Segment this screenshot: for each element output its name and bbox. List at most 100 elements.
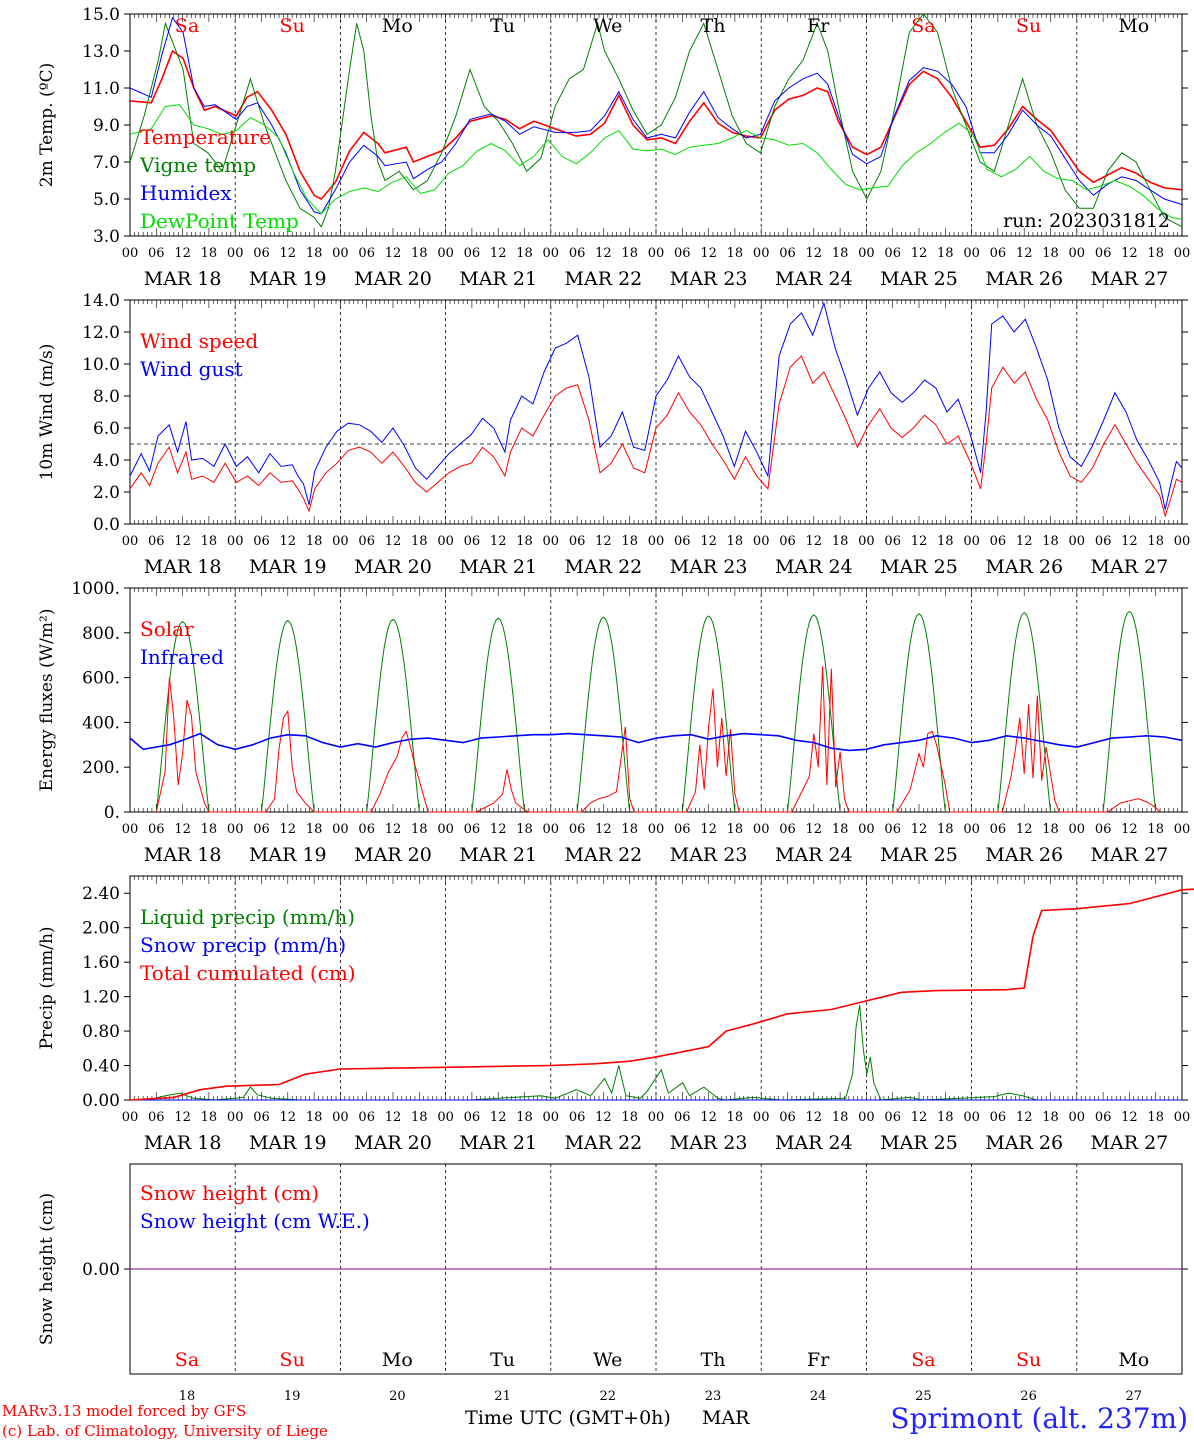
series-line-dewpoint-temp — [129, 104, 1183, 220]
hour-tick-label: 06 — [464, 246, 481, 261]
hour-tick-label: 06 — [358, 1110, 375, 1125]
hour-tick-label: 00 — [963, 1110, 980, 1125]
hour-tick-label: 18 — [411, 1110, 428, 1125]
hour-tick-label: 18 — [1147, 822, 1164, 837]
hour-tick-label: 12 — [595, 822, 612, 837]
hour-tick-label: 06 — [779, 822, 796, 837]
weekday-label: We — [593, 15, 622, 37]
month-label: MAR — [702, 1407, 750, 1429]
hour-tick-label: 12 — [280, 1110, 297, 1125]
date-label: MAR 25 — [880, 844, 958, 866]
toa-solar-curve — [681, 615, 736, 813]
hour-tick-label: 06 — [674, 1110, 691, 1125]
date-label: MAR 21 — [459, 268, 537, 290]
hour-tick-label: 00 — [332, 246, 349, 261]
day-number-label: 21 — [494, 1389, 511, 1404]
hour-tick-label: 18 — [832, 534, 849, 549]
weekday-label: Sa — [911, 15, 935, 37]
date-label: MAR 19 — [249, 268, 327, 290]
hour-tick-label: 18 — [727, 534, 744, 549]
hour-tick-label: 12 — [911, 246, 928, 261]
y-axis-label: Precip (mm/h) — [37, 926, 57, 1049]
hour-tick-label: 00 — [1069, 1110, 1086, 1125]
hour-tick-label: 12 — [806, 822, 823, 837]
date-label: MAR 21 — [459, 844, 537, 866]
hour-tick-label: 18 — [306, 1110, 323, 1125]
hour-tick-label: 06 — [464, 822, 481, 837]
toa-solar-curve — [155, 620, 210, 813]
weekday-label: Su — [1016, 15, 1041, 37]
hour-tick-label: 00 — [122, 822, 139, 837]
hour-tick-label: 18 — [306, 822, 323, 837]
hour-tick-label: 00 — [648, 822, 665, 837]
hour-tick-label: 06 — [884, 534, 901, 549]
series-line-wind-gust — [129, 301, 1183, 510]
y-tick-label: 0.0 — [93, 515, 120, 535]
hour-tick-label: 18 — [1147, 1110, 1164, 1125]
date-label: MAR 20 — [354, 268, 432, 290]
hour-tick-label: 18 — [832, 822, 849, 837]
hour-tick-label: 12 — [700, 534, 717, 549]
hour-tick-label: 12 — [280, 246, 297, 261]
date-label: MAR 23 — [670, 268, 748, 290]
hour-tick-label: 00 — [332, 534, 349, 549]
y-tick-label: 0.00 — [82, 1260, 120, 1280]
weekday-label: Su — [1016, 1349, 1041, 1371]
hour-tick-label: 00 — [753, 246, 770, 261]
weekday-label: Mo — [382, 1349, 413, 1371]
hour-tick-label: 06 — [674, 822, 691, 837]
y-tick-label: 9.0 — [93, 116, 120, 136]
hour-tick-label: 12 — [1016, 534, 1033, 549]
series-line-temperature — [129, 49, 1183, 201]
hour-tick-label: 18 — [516, 822, 533, 837]
hour-tick-label: 12 — [700, 822, 717, 837]
hour-tick-label: 12 — [385, 246, 402, 261]
series-line-wind-speed — [129, 355, 1183, 518]
hour-tick-label: 12 — [385, 1110, 402, 1125]
y-tick-label: 7.0 — [93, 153, 120, 173]
date-label: MAR 27 — [1091, 844, 1169, 866]
hour-tick-label: 12 — [280, 822, 297, 837]
hour-tick-label: 12 — [595, 534, 612, 549]
hour-tick-label: 00 — [437, 1110, 454, 1125]
legend-entry: Humidex — [140, 181, 232, 205]
hour-tick-label: 00 — [1174, 246, 1191, 261]
hour-tick-label: 06 — [1095, 822, 1112, 837]
y-tick-label: 1000. — [71, 579, 120, 599]
hour-tick-label: 06 — [148, 534, 165, 549]
hour-tick-label: 00 — [332, 1110, 349, 1125]
series-line-total-cumulated-cm- — [129, 888, 1194, 1101]
weekday-label: Th — [701, 15, 726, 37]
hour-tick-label: 06 — [253, 534, 270, 549]
hour-tick-label: 00 — [227, 822, 244, 837]
weekday-label: We — [593, 1349, 622, 1371]
hour-tick-label: 18 — [516, 1110, 533, 1125]
hour-tick-label: 00 — [543, 534, 560, 549]
y-axis-label: Snow height (cm) — [37, 1193, 57, 1345]
date-label: MAR 22 — [565, 556, 643, 578]
hour-tick-label: 06 — [884, 1110, 901, 1125]
weekday-label: Th — [701, 1349, 726, 1371]
lab-credit: (c) Lab. of Climatology, University of L… — [2, 1422, 328, 1440]
weekday-label: Fr — [807, 1349, 830, 1371]
weekday-label: Su — [280, 1349, 305, 1371]
hour-tick-label: 18 — [621, 246, 638, 261]
y-tick-label: 12.0 — [82, 323, 120, 343]
hour-tick-label: 12 — [490, 246, 507, 261]
legend-entry: DewPoint Temp — [140, 209, 299, 233]
hour-tick-label: 00 — [753, 534, 770, 549]
series-line-infrared — [129, 732, 1183, 752]
hour-tick-label: 18 — [727, 1110, 744, 1125]
hour-tick-label: 00 — [1174, 1110, 1191, 1125]
weekday-label: Sa — [911, 1349, 935, 1371]
hour-tick-label: 00 — [1069, 534, 1086, 549]
day-number-label: 24 — [810, 1389, 827, 1404]
hour-tick-label: 12 — [806, 1110, 823, 1125]
hour-tick-label: 00 — [543, 246, 560, 261]
toa-solar-curve — [261, 619, 315, 813]
date-label: MAR 19 — [249, 844, 327, 866]
y-tick-label: 5.0 — [93, 190, 120, 210]
y-tick-label: 0.40 — [82, 1057, 120, 1077]
day-number-label: 25 — [915, 1389, 932, 1404]
